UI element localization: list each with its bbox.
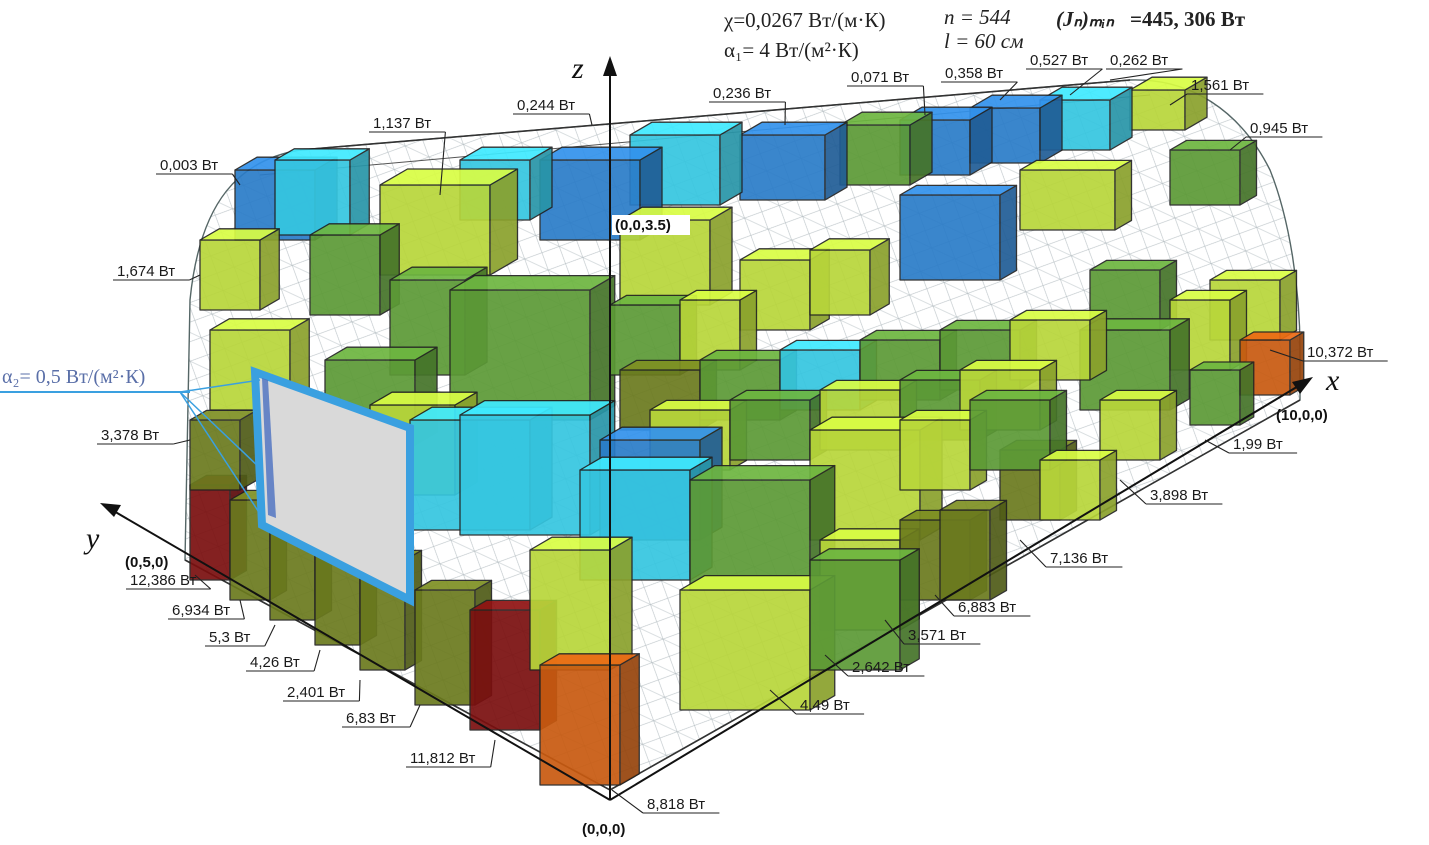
- block-53: [969, 389, 1068, 471]
- heat-label-top-5: 0,527 Вт: [1030, 52, 1088, 69]
- y-axis-label: y: [83, 522, 100, 555]
- window-panel: [250, 366, 414, 607]
- temperature-blocks: [189, 76, 1305, 786]
- z-axis-label: z: [571, 52, 584, 85]
- heat-label-front-6: 6,83 Вт: [346, 710, 396, 727]
- alpha2-parameter: α₂= 0,5 Вт/(м²·К): [2, 366, 145, 388]
- label-leader: [824, 654, 849, 677]
- jmin-label: (Jₙ)ₘᵢₙ: [1056, 7, 1114, 31]
- heat-label-left-2: 3,378 Вт: [101, 427, 159, 444]
- block-14: [274, 148, 370, 236]
- block-1: [1129, 76, 1208, 131]
- x-end-coord: (10,0,0): [1276, 407, 1328, 424]
- heat-label-right-5: 6,883 Вт: [958, 599, 1016, 616]
- block-66: [529, 536, 633, 671]
- y-end-coord: (0,5,0): [125, 554, 168, 571]
- z-arrow-icon: [603, 56, 617, 76]
- heat-label-left-1: 1,674 Вт: [117, 263, 175, 280]
- heat-label-front-5: 2,401 Вт: [287, 684, 345, 701]
- z-end-coord: (0,0,3.5): [615, 217, 671, 234]
- heat-label-front-2: 6,934 Вт: [172, 602, 230, 619]
- label-leader: [194, 574, 212, 590]
- y-arrow-icon: [100, 503, 121, 517]
- heat-label-top-4: 0,358 Вт: [945, 65, 1003, 82]
- block-6: [739, 121, 848, 201]
- block-58: [939, 499, 1008, 601]
- parameters: χ=0,0267 Вт/(м·К) α₁= 4 Вт/(м²·К) n = 54…: [0, 5, 1246, 521]
- axes: z x y (0,0,0) (10,0,0) (0,5,0) (0,0,3.5): [83, 52, 1340, 838]
- block-12: [899, 184, 1018, 281]
- label-leader: [1119, 479, 1147, 505]
- heat-label-front-1: 12,386 Вт: [130, 572, 197, 589]
- heat-label-top-6: 0,262 Вт: [1110, 52, 1168, 69]
- block-19: [449, 274, 616, 421]
- label-leader: [1169, 93, 1188, 106]
- block-54: [1039, 449, 1118, 521]
- jmin-value: =445, 306 Вт: [1130, 7, 1246, 31]
- block-69: [809, 548, 920, 671]
- heat-flux-labels: 0,244 Вт 0,236 Вт 0,071 Вт 0,358 Вт 0,527 Вт…: [97, 52, 1388, 814]
- block-15: [379, 168, 519, 276]
- heat-label-top-1: 0,244 Вт: [517, 97, 575, 114]
- label-leader: [231, 173, 241, 186]
- label-leader: [189, 274, 201, 281]
- x-axis-label: x: [1325, 364, 1340, 397]
- block-11: [1019, 159, 1133, 231]
- block-36: [1189, 361, 1255, 426]
- chi-parameter: χ=0,0267 Вт/(м·К): [723, 8, 885, 32]
- heat-label-front-7: 11,812 Вт: [410, 750, 475, 767]
- block-67: [539, 653, 640, 786]
- label-leader: [611, 789, 644, 814]
- block-16: [199, 228, 280, 311]
- origin-coord: (0,0,0): [582, 821, 625, 838]
- label-leader: [1269, 349, 1304, 362]
- label-leader: [439, 131, 446, 196]
- block-5: [839, 111, 933, 186]
- label-leader: [934, 594, 955, 617]
- n-parameter: n = 544: [944, 5, 1011, 29]
- label-leader: [173, 439, 191, 445]
- label-leader: [490, 739, 496, 768]
- heat-label-right-1: 10,372 Вт: [1307, 344, 1374, 361]
- heat-label-right-3: 3,898 Вт: [1150, 487, 1208, 504]
- label-leader: [999, 81, 1018, 101]
- label-leader: [1204, 439, 1230, 454]
- heat-label-front-4: 4,26 Вт: [250, 654, 300, 671]
- label-leader: [313, 649, 321, 672]
- label-leader: [358, 679, 361, 702]
- x-arrow-icon: [1292, 377, 1313, 394]
- heat-label-top-3: 0,071 Вт: [851, 69, 909, 86]
- heat-label-front-3: 5,3 Вт: [209, 629, 251, 646]
- label-leader: [588, 113, 593, 126]
- alpha1-parameter: α₁= 4 Вт/(м²·К): [724, 38, 859, 62]
- heat-label-top-9: 1,137 Вт: [373, 115, 431, 132]
- heat-label-top-2: 0,236 Вт: [713, 85, 771, 102]
- heat-label-right-6: 3,571 Вт: [908, 627, 966, 644]
- heat-label-right-7: 2,642 Вт: [852, 659, 910, 676]
- label-leader: [239, 599, 245, 620]
- heat-label-top-8: 0,945 Вт: [1250, 120, 1308, 137]
- label-leader: [922, 85, 926, 116]
- label-leader: [1019, 539, 1047, 568]
- label-leader: [1109, 68, 1183, 81]
- block-17: [309, 223, 400, 316]
- heat-label-front-8: 8,818 Вт: [647, 796, 705, 813]
- l-parameter: l = 60 см: [944, 29, 1023, 53]
- label-leader: [769, 689, 797, 715]
- block-27: [809, 238, 890, 316]
- label-leader: [264, 624, 276, 647]
- label-leader: [1069, 68, 1103, 96]
- heat-label-right-8: 4,49 Вт: [800, 697, 850, 714]
- heat-label-right-4: 7,136 Вт: [1050, 550, 1108, 567]
- label-leader: [884, 619, 905, 645]
- block-35: [1099, 389, 1178, 461]
- block-10: [1169, 139, 1258, 206]
- heat-label-top-7: 1,561 Вт: [1191, 77, 1249, 94]
- label-leader: [409, 704, 421, 728]
- heat-label-top-10: 0,003 Вт: [160, 157, 218, 174]
- label-leader: [1229, 136, 1247, 151]
- heat-label-right-2: 1,99 Вт: [1233, 436, 1283, 453]
